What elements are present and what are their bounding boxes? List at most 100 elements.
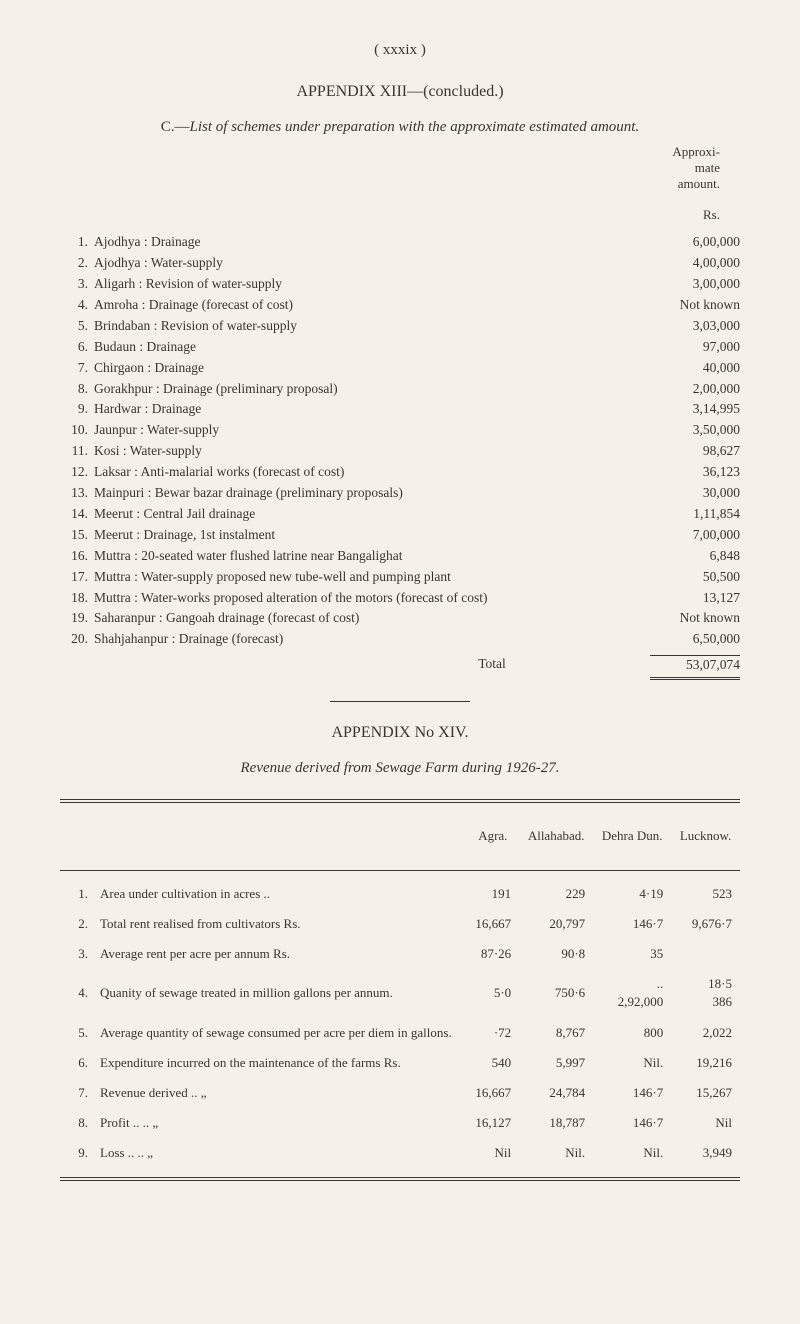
row-label: Average rent per acre per annum Rs. xyxy=(92,939,466,969)
scheme-row: 20.Shahjahanpur : Drainage (forecast)6,5… xyxy=(60,629,740,650)
scheme-number: 11. xyxy=(60,441,94,462)
scheme-amount: 40,000 xyxy=(630,358,740,379)
scheme-row: 11.Kosi : Water-supply98,627 xyxy=(60,441,740,462)
scheme-number: 17. xyxy=(60,567,94,588)
row-value: 16,127 xyxy=(466,1108,519,1138)
scheme-description: Meerut : Central Jail drainage xyxy=(94,504,630,525)
row-value: 229 xyxy=(519,879,593,909)
divider-rule xyxy=(330,701,470,702)
scheme-description: Chirgaon : Drainage xyxy=(94,358,630,379)
row-label: Expenditure incurred on the maintenance … xyxy=(92,1048,466,1078)
revenue-row: 1.Area under cultivation in acres ..1912… xyxy=(60,879,740,909)
scheme-row: 15.Meerut : Drainage, 1st instalment7,00… xyxy=(60,525,740,546)
row-value: 2,022 xyxy=(671,1018,740,1048)
schemes-total: Total 53,07,074 xyxy=(60,654,740,681)
row-value: 8,767 xyxy=(519,1018,593,1048)
scheme-amount: 50,500 xyxy=(630,567,740,588)
scheme-amount: 4,00,000 xyxy=(630,253,740,274)
row-value: 5,997 xyxy=(519,1048,593,1078)
scheme-amount: 13,127 xyxy=(630,588,740,609)
col-allahabad: Allahabad. xyxy=(519,803,593,870)
scheme-row: 1.Ajodhya : Drainage6,00,000 xyxy=(60,232,740,253)
row-value: 18,787 xyxy=(519,1108,593,1138)
scheme-number: 10. xyxy=(60,420,94,441)
row-label: Area under cultivation in acres .. xyxy=(92,879,466,909)
scheme-description: Amroha : Drainage (forecast of cost) xyxy=(94,295,630,316)
appendix-14-title: APPENDIX No XIV. xyxy=(60,722,740,744)
total-value: 53,07,074 xyxy=(686,657,740,672)
scheme-number: 9. xyxy=(60,399,94,420)
scheme-number: 13. xyxy=(60,483,94,504)
appendix-13-subtitle: C.—List of schemes under preparation wit… xyxy=(60,117,740,138)
scheme-description: Muttra : 20-seated water flushed latrine… xyxy=(94,546,630,567)
scheme-description: Mainpuri : Bewar bazar drainage (prelimi… xyxy=(94,483,630,504)
scheme-description: Laksar : Anti-malarial works (forecast o… xyxy=(94,462,630,483)
scheme-amount: 98,627 xyxy=(630,441,740,462)
row-value: 146·7 xyxy=(593,1078,671,1108)
row-value: 87·26 xyxy=(466,939,519,969)
scheme-number: 12. xyxy=(60,462,94,483)
revenue-table-header: Agra. Allahabad. Dehra Dun. Lucknow. xyxy=(60,803,740,870)
scheme-description: Budaun : Drainage xyxy=(94,337,630,358)
scheme-description: Aligarh : Revision of water-supply xyxy=(94,274,630,295)
revenue-row: 4.Quanity of sewage treated in mil­lion … xyxy=(60,969,740,1017)
scheme-number: 20. xyxy=(60,629,94,650)
scheme-row: 7.Chirgaon : Drainage40,000 xyxy=(60,358,740,379)
colhdr-line-3: amount. xyxy=(678,176,720,191)
scheme-description: Gorakhpur : Drainage (preliminary propos… xyxy=(94,379,630,400)
col-agra: Agra. xyxy=(466,803,519,870)
row-value: 191 xyxy=(466,879,519,909)
scheme-row: 10.Jaunpur : Water-supply3,50,000 xyxy=(60,420,740,441)
revenue-row: 5.Average quantity of sewage con­sumed p… xyxy=(60,1018,740,1048)
row-label: Revenue derived .. „ xyxy=(92,1078,466,1108)
row-value: ..2,92,000 xyxy=(593,969,671,1017)
row-label: Quanity of sewage treated in mil­lion ga… xyxy=(92,969,466,1017)
scheme-row: 16.Muttra : 20-seated water flushed latr… xyxy=(60,546,740,567)
scheme-row: 18.Muttra : Water-works proposed alterat… xyxy=(60,588,740,609)
scheme-description: Ajodhya : Water-supply xyxy=(94,253,630,274)
scheme-row: 3.Aligarh : Revision of water-supply3,00… xyxy=(60,274,740,295)
row-value: 5·0 xyxy=(466,969,519,1017)
scheme-amount: 3,14,995 xyxy=(630,399,740,420)
row-label: Average quantity of sewage con­sumed per… xyxy=(92,1018,466,1048)
scheme-amount: 1,11,854 xyxy=(630,504,740,525)
row-value: 3,949 xyxy=(671,1138,740,1168)
scheme-number: 15. xyxy=(60,525,94,546)
col-dehradun: Dehra Dun. xyxy=(593,803,671,870)
row-label: Loss .. .. „ xyxy=(92,1138,466,1168)
scheme-amount: 3,50,000 xyxy=(630,420,740,441)
row-number: 2. xyxy=(60,909,92,939)
scheme-description: Ajodhya : Drainage xyxy=(94,232,630,253)
row-value: 20,797 xyxy=(519,909,593,939)
scheme-row: 17.Muttra : Water-supply proposed new tu… xyxy=(60,567,740,588)
scheme-amount: 2,00,000 xyxy=(630,379,740,400)
scheme-amount: 36,123 xyxy=(630,462,740,483)
row-value: 146·7 xyxy=(593,1108,671,1138)
scheme-amount: 3,03,000 xyxy=(630,316,740,337)
row-value: 18·5386 xyxy=(671,969,740,1017)
scheme-amount: 97,000 xyxy=(630,337,740,358)
total-label: Total xyxy=(94,654,630,681)
revenue-row: 7.Revenue derived .. „16,66724,784146·71… xyxy=(60,1078,740,1108)
scheme-number: 4. xyxy=(60,295,94,316)
row-value: 540 xyxy=(466,1048,519,1078)
row-value xyxy=(671,939,740,969)
scheme-number: 14. xyxy=(60,504,94,525)
scheme-amount: 7,00,000 xyxy=(630,525,740,546)
row-value: Nil. xyxy=(519,1138,593,1168)
scheme-amount: Not known xyxy=(630,608,740,629)
scheme-amount: 30,000 xyxy=(630,483,740,504)
revenue-row: 8.Profit .. .. „16,12718,787146·7Nil xyxy=(60,1108,740,1138)
colhdr-line-1: Approxi- xyxy=(672,144,720,159)
schemes-list-table: 1.Ajodhya : Drainage6,00,0002.Ajodhya : … xyxy=(60,232,740,650)
scheme-number: 16. xyxy=(60,546,94,567)
row-value: 15,267 xyxy=(671,1078,740,1108)
row-value: Nil xyxy=(671,1108,740,1138)
revenue-row: 6.Expenditure incurred on the maintenanc… xyxy=(60,1048,740,1078)
scheme-description: Kosi : Water-supply xyxy=(94,441,630,462)
scheme-row: 12.Laksar : Anti-malarial works (forecas… xyxy=(60,462,740,483)
appendix-13-title: APPENDIX XIII—(concluded.) xyxy=(60,81,740,103)
row-number: 8. xyxy=(60,1108,92,1138)
row-number: 5. xyxy=(60,1018,92,1048)
revenue-row: 2.Total rent realised from culti­vators … xyxy=(60,909,740,939)
